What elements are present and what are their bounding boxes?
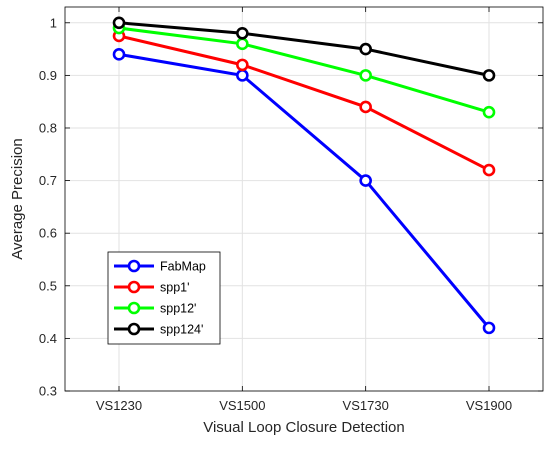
data-point [359, 69, 372, 82]
data-point [482, 321, 496, 335]
series-line [118, 34, 490, 172]
data-point [359, 42, 372, 56]
x-axis-label: Visual Loop Closure Detection [203, 419, 405, 436]
y-tick-label: 0.8 [39, 120, 57, 135]
data-point [359, 100, 372, 114]
legend: FabMap spp1' spp12' spp124' [107, 251, 221, 345]
legend-swatch-marker [127, 259, 141, 273]
data-point [236, 58, 249, 72]
legend-label: spp124' [160, 323, 203, 337]
y-tick-label: 1 [50, 15, 57, 30]
y-tick-label: 0.7 [39, 173, 57, 188]
x-tick-label: VS1730 [343, 398, 389, 413]
data-point [359, 174, 372, 187]
legend-label: spp1' [160, 281, 190, 295]
data-point [112, 16, 126, 30]
plot-frame [64, 6, 544, 392]
axis-ticks: 0.3 0.4 0.5 0.6 0.7 0.8 0.9 1 VS1230 VS1500 VS1730… [39, 7, 543, 413]
series-line [118, 52, 491, 329]
y-tick-label: 0.9 [39, 68, 57, 83]
y-tick-label: 0.6 [39, 226, 57, 241]
x-tick-label: VS1230 [96, 398, 142, 413]
data-point [236, 37, 249, 51]
data-point [236, 27, 249, 40]
data-point [482, 105, 496, 119]
series-line [118, 21, 490, 77]
data-point [482, 69, 496, 82]
legend-label: spp12' [160, 302, 196, 316]
series-fabmap [112, 48, 496, 335]
legend-label: FabMap [160, 260, 206, 274]
series-line [118, 26, 490, 114]
series-spp1 [112, 29, 496, 177]
data-point [112, 48, 126, 61]
series-layer [112, 16, 496, 335]
y-tick-label: 0.5 [39, 278, 57, 293]
x-tick-label: VS1900 [466, 398, 512, 413]
legend-swatch-marker [127, 322, 141, 336]
x-tick-label: VS1500 [219, 398, 265, 413]
y-tick-label: 0.4 [39, 331, 57, 346]
y-axis-label: Average Precision [9, 138, 26, 259]
series-spp124 [112, 16, 496, 82]
y-tick-label: 0.3 [39, 384, 57, 399]
series-spp12 [112, 21, 496, 119]
data-point [236, 69, 249, 82]
legend-swatch-marker [127, 301, 141, 315]
legend-swatch-marker [127, 280, 141, 294]
data-point [482, 163, 496, 177]
